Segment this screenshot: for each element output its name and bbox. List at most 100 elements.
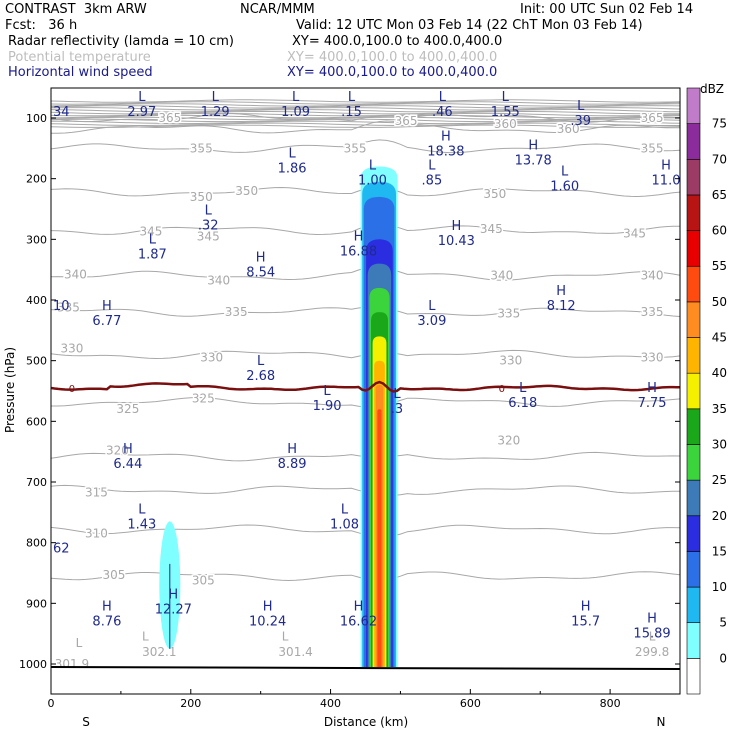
y-tick-label: 500	[26, 355, 47, 368]
y-tick-label: 100	[26, 112, 47, 125]
x-tick-label: 600	[460, 697, 481, 710]
wind-extremum-value: 10	[53, 299, 70, 314]
freezing-level-line	[51, 380, 680, 393]
theta-contour-label: 305	[192, 573, 215, 587]
plot-frame	[50, 87, 681, 695]
wind-extremum-value: .46	[432, 105, 453, 120]
wind-extremum-marker: L	[348, 90, 356, 105]
wind-extremum-marker: H	[528, 138, 538, 153]
theta-contour-label: 330	[499, 354, 522, 368]
theta-contour-label: 330	[641, 351, 664, 365]
colorbar-swatch	[686, 622, 701, 659]
wind-extremum-marker: H	[441, 129, 451, 144]
colorbar-level-label: 40	[712, 366, 727, 380]
field-theta-label: Potential temperature	[8, 50, 151, 65]
wind-extremum-marker: L	[257, 354, 265, 369]
wind-extremum-value: 1.09	[281, 105, 310, 120]
theta-contour-upper	[51, 118, 680, 123]
theta-contour-upper	[51, 111, 680, 115]
colorbar-level-label: 20	[712, 509, 727, 523]
theta-contour-355	[51, 139, 680, 154]
theta-contour-upper	[51, 105, 680, 109]
colorbar-level-label: 70	[712, 152, 727, 166]
theta-contour-upper	[51, 112, 680, 117]
wind-extremum-marker: H	[451, 219, 461, 234]
theta-contour-label: 355	[190, 141, 213, 155]
theta-contour-upper	[51, 120, 680, 125]
theta-contour-label: 325	[116, 402, 139, 416]
wind-extremum-value: 6.77	[92, 314, 121, 329]
wind-extremum-value: 1.55	[491, 105, 520, 120]
x-axis-label: Distance (km)	[324, 715, 408, 729]
theta-contour-label: 350	[235, 184, 258, 198]
wind-extremum-value: 1.60	[550, 180, 579, 195]
y-tick-label: 1000	[19, 658, 47, 671]
freezing-level-label: 0	[69, 384, 75, 395]
theta-contour-label: 335	[225, 305, 248, 319]
wind-extremum-marker: H	[263, 600, 273, 615]
wind-extremum-value: .3	[391, 402, 403, 417]
colorbar-swatch	[686, 87, 701, 124]
wind-extremum-value: .85	[422, 173, 443, 188]
wind-extremum-value: 15.89	[633, 627, 670, 642]
y-tick-label: 700	[26, 476, 47, 489]
theta-surface-value: 301.9	[55, 657, 89, 671]
wind-extremum-value: 16.62	[340, 615, 377, 630]
wind-extremum-value: 6.18	[508, 396, 537, 411]
field-wind-xy: XY= 400.0,100.0 to 400.0,400.0	[287, 65, 498, 80]
theta-contour-label: 345	[197, 229, 220, 243]
wind-extremum-value: .39	[570, 114, 591, 129]
wind-extremum-value: 10.43	[438, 234, 475, 249]
wind-extremum-value: 3.09	[417, 314, 446, 329]
theta-contour-label: 320	[106, 443, 129, 457]
y-tick-label: 300	[26, 233, 47, 246]
theta-contour-label: 355	[641, 141, 664, 155]
colorbar-level-label: 55	[712, 259, 727, 273]
theta-contour-label: 365	[641, 111, 664, 125]
field-theta-xy: XY= 400.0,100.0 to 400.0,400.0	[287, 50, 498, 65]
wind-extremum-marker: L	[288, 146, 296, 161]
theta-contour-upper	[51, 107, 680, 111]
theta-contour-label: 325	[192, 391, 215, 405]
colorbar-swatch	[686, 230, 701, 267]
colorbar-swatch	[686, 408, 701, 445]
wind-extremum-marker: L	[393, 387, 401, 402]
x-end-label-south: S	[82, 715, 90, 729]
theta-contour-label: 345	[480, 222, 503, 236]
wind-extremum-value: 15.7	[571, 615, 600, 630]
x-tick-label: 400	[320, 697, 341, 710]
wind-extremum-value: 11.0	[652, 173, 681, 188]
wind-extremum-value: 1.87	[138, 247, 167, 262]
theta-contour-label: 315	[85, 485, 108, 499]
theta-surface-marker: L	[76, 636, 83, 650]
wind-extremum-marker: H	[556, 284, 566, 299]
wind-extremum-value: 2.68	[246, 369, 275, 384]
wind-extremum-marker: H	[661, 158, 671, 173]
theta-contour-label: 340	[641, 269, 664, 283]
wind-extremum-marker: H	[354, 600, 364, 615]
colorbar-level-label: 65	[712, 188, 727, 202]
wind-extremum-value: 8.89	[278, 457, 307, 472]
wind-extremum-marker: L	[138, 90, 146, 105]
theta-contour-label: 360	[494, 117, 517, 131]
theta-contour-360	[51, 120, 680, 134]
colorbar-swatch	[686, 479, 701, 517]
theta-contour-upper	[51, 114, 680, 119]
theta-contour-label: 340	[490, 269, 513, 283]
x-tick-label: 800	[600, 697, 621, 710]
init-time: Init: 00 UTC Sun 02 Feb 14	[520, 2, 694, 17]
wind-extremum-marker: H	[287, 442, 297, 457]
theta-contour-label: 340	[207, 274, 230, 288]
wind-extremum-value: 16.88	[340, 244, 377, 259]
colorbar-level-label: 35	[712, 402, 727, 416]
wind-extremum-value: 1.43	[127, 517, 156, 532]
colorbar-swatch	[686, 658, 701, 695]
wind-extremum-value: 12.27	[155, 602, 192, 617]
wind-extremum-value: 1.08	[330, 517, 359, 532]
colorbar-swatch	[686, 586, 701, 624]
colorbar-swatch	[686, 301, 701, 338]
wind-extremum-marker: L	[212, 90, 220, 105]
wind-extremum-value: .15	[341, 105, 362, 120]
theta-contour-label: 335	[497, 306, 520, 320]
wind-extremum-marker: H	[102, 600, 112, 615]
